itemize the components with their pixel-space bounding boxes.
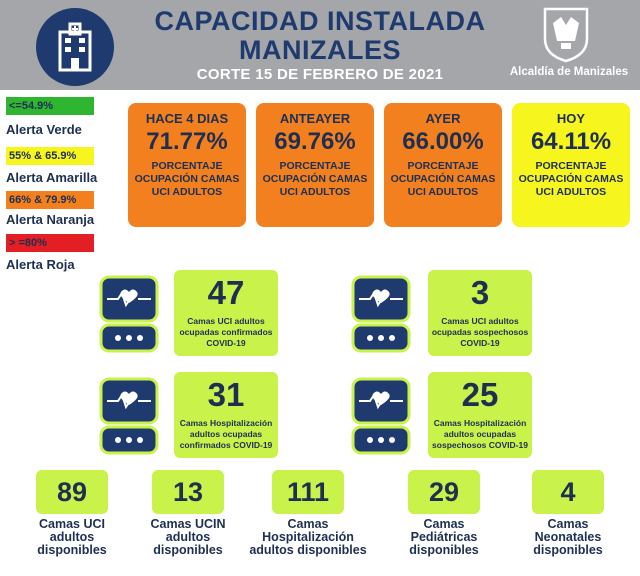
- occupancy-card-day-before-yesterday: ANTEAYER 69.76% PORCENTAJE OCUPACIÓN CAM…: [256, 103, 374, 227]
- legend-chip-naranja: 66% & 79.9%: [6, 191, 94, 209]
- stat-label: Camas UCI adultos ocupadas sospechosos C…: [431, 316, 529, 348]
- legend-chip-verde: <=54.9%: [6, 97, 94, 115]
- occupancy-description: PORCENTAJE OCUPACIÓN CAMAS UCI ADULTOS: [134, 160, 240, 198]
- page-title-line-2: MANIZALES: [239, 35, 401, 65]
- occupancy-period: AYER: [425, 111, 461, 126]
- stat-label: Camas UCI adultos ocupadas confirmados C…: [179, 316, 273, 348]
- stat-card-uci-suspected: 3 Camas UCI adultos ocupadas sospechosos…: [428, 270, 532, 356]
- available-pediatric: 29: [408, 470, 480, 514]
- occupancy-period: ANTEAYER: [279, 111, 351, 126]
- stat-card-hosp-confirmed: 31 Camas Hospitalización adultos ocupada…: [174, 372, 278, 458]
- legend-label-naranja: Alerta Naranja: [6, 212, 95, 227]
- available-label: Camas UCIN adultos disponibles: [150, 517, 226, 557]
- available-number: 4: [560, 477, 576, 507]
- stat-number: 3: [470, 274, 490, 311]
- stat-label: Camas Hospitalización adultos ocupadas s…: [432, 418, 528, 450]
- occupancy-percent: 69.76%: [274, 128, 356, 155]
- occupancy-description: PORCENTAJE OCUPACIÓN CAMAS UCI ADULTOS: [262, 160, 368, 198]
- occupancy-description: PORCENTAJE OCUPACIÓN CAMAS UCI ADULTOS: [518, 160, 624, 198]
- occupancy-card-4-days-ago: HACE 4 DIAS 71.77% PORCENTAJE OCUPACIÓN …: [128, 103, 246, 227]
- available-ucin-adults: 13: [152, 470, 224, 514]
- cut-date: CORTE 15 DE FEBRERO DE 2021: [196, 66, 444, 83]
- legend-label-verde: Alerta Verde: [6, 122, 82, 137]
- occupancy-percent: 66.00%: [402, 128, 484, 155]
- header-banner: CAPACIDAD INSTALADA MANIZALES CORTE 15 D…: [0, 0, 640, 90]
- hospital-building-icon: [36, 8, 114, 86]
- available-label: Camas Pediátricas disponibles: [409, 517, 479, 557]
- available-number: 111: [286, 477, 330, 507]
- occupancy-card-yesterday: AYER 66.00% PORCENTAJE OCUPACIÓN CAMAS U…: [384, 103, 502, 227]
- stat-card-uci-confirmed: 47 Camas UCI adultos ocupadas confirmado…: [174, 270, 278, 356]
- city-seal-icon: [541, 5, 591, 63]
- legend-label-amarilla: Alerta Amarilla: [6, 170, 98, 185]
- occupancy-period: HOY: [556, 111, 586, 126]
- occupancy-period: HACE 4 DIAS: [145, 111, 229, 126]
- available-hospitalization-adults: 111: [272, 470, 344, 514]
- stat-number: 31: [207, 376, 245, 413]
- available-number: 89: [56, 477, 88, 507]
- available-uci-adults: 89: [36, 470, 108, 514]
- available-neonatal: 4: [532, 470, 604, 514]
- legend-chip-amarilla: 55% & 65.9%: [6, 147, 94, 165]
- occupancy-percent: 64.11%: [530, 128, 612, 155]
- legend-chip-roja: > =80%: [6, 234, 94, 252]
- legend-label-roja: Alerta Roja: [6, 257, 75, 272]
- page-title-line-1: CAPACIDAD INSTALADA: [154, 6, 486, 36]
- available-label: Camas Neonatales disponibles: [533, 517, 603, 557]
- available-label: Camas Hospitalización adultos disponible…: [249, 517, 367, 557]
- available-number: 13: [172, 477, 204, 507]
- organization-name: Alcaldía de Manizales: [509, 66, 629, 78]
- stat-number: 47: [207, 274, 245, 311]
- stat-card-hosp-suspected: 25 Camas Hospitalización adultos ocupada…: [428, 372, 532, 458]
- heart-monitor-icon: [99, 275, 159, 353]
- heart-monitor-icon: [351, 377, 411, 455]
- stat-label: Camas Hospitalización adultos ocupadas c…: [179, 418, 273, 450]
- occupancy-percent: 71.77%: [146, 128, 228, 155]
- stat-number: 25: [461, 376, 499, 413]
- available-label: Camas UCI adultos disponibles: [37, 517, 107, 557]
- heart-monitor-icon: [99, 377, 159, 455]
- occupancy-card-today: HOY 64.11% PORCENTAJE OCUPACIÓN CAMAS UC…: [512, 103, 630, 227]
- heart-monitor-icon: [351, 275, 411, 353]
- occupancy-description: PORCENTAJE OCUPACIÓN CAMAS UCI ADULTOS: [390, 160, 496, 198]
- available-number: 29: [428, 477, 460, 507]
